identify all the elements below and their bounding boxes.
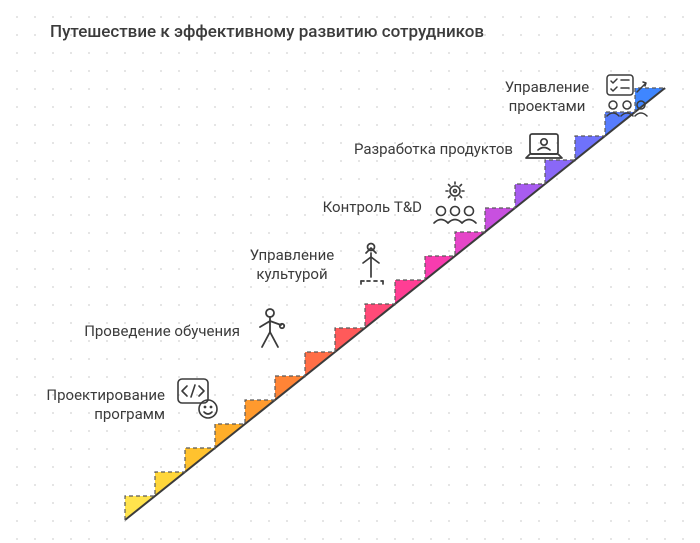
laptop-person-icon — [521, 128, 567, 168]
people-checklist-icon — [601, 72, 653, 118]
step-label-5: Разработка продуктов — [348, 140, 513, 159]
code-smile-icon — [175, 377, 223, 421]
team-gear-icon — [430, 181, 480, 225]
step-label-2: Проведение обучения — [80, 322, 240, 341]
step-label-6: Управлениепроектами — [497, 78, 597, 116]
step-label-3: Управлениекультурой — [242, 246, 342, 284]
person-arrow-up-icon — [353, 241, 389, 289]
person-running-icon — [251, 307, 291, 351]
step-label-4: Контроль T&D — [312, 198, 422, 217]
step-label-1: Проектированиепрограмм — [40, 386, 165, 424]
